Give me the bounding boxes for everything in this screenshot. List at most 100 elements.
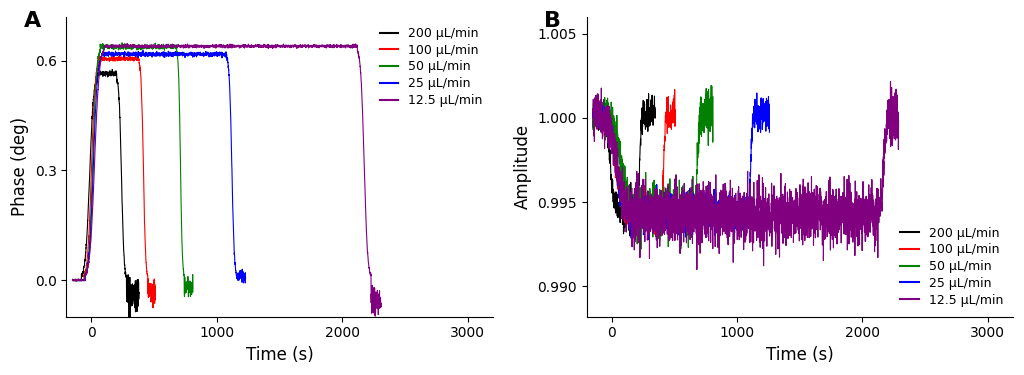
12.5 μL/min (67, 278, 79, 282)
Y-axis label: Amplitude: Amplitude (514, 124, 531, 209)
50 μL/min (587, 127, 599, 132)
12.5 μL/min (163, 43, 175, 47)
25 μL/min (187, 51, 200, 56)
25 μL/min (236, 268, 248, 273)
100 μL/min (597, 104, 609, 108)
50 μL/min (637, 217, 649, 222)
25 μL/min (630, 202, 642, 206)
100 μL/min (670, 122, 682, 126)
Line: 25 μL/min: 25 μL/min (593, 93, 769, 240)
50 μL/min (675, 247, 687, 251)
100 μL/min (669, 87, 681, 92)
12.5 μL/min (817, 237, 829, 242)
12.5 μL/min (105, 44, 118, 48)
100 μL/min (607, 138, 620, 143)
100 μL/min (587, 114, 599, 118)
25 μL/min (238, 281, 250, 285)
50 μL/min (182, 294, 195, 299)
100 μL/min (87, 122, 99, 127)
25 μL/min (218, 52, 230, 57)
25 μL/min (751, 91, 763, 95)
200 μL/min (624, 234, 636, 238)
25 μL/min (686, 212, 698, 217)
12.5 μL/min (375, 304, 387, 309)
Line: 200 μL/min: 200 μL/min (593, 94, 655, 236)
200 μL/min (616, 222, 629, 226)
50 μL/min (657, 202, 670, 206)
100 μL/min (636, 217, 648, 221)
25 μL/min (763, 130, 775, 135)
200 μL/min (130, 300, 142, 305)
12.5 μL/min (868, 249, 881, 254)
25 μL/min (643, 237, 655, 242)
200 μL/min (624, 224, 636, 228)
50 μL/min (116, 40, 128, 45)
Line: 100 μL/min: 100 μL/min (73, 56, 156, 308)
100 μL/min (146, 306, 159, 310)
X-axis label: Time (s): Time (s) (246, 346, 313, 364)
100 μL/min (99, 56, 112, 61)
200 μL/min (648, 114, 660, 118)
200 μL/min (67, 277, 79, 282)
Legend: 200 μL/min, 100 μL/min, 50 μL/min, 25 μL/min, 12.5 μL/min: 200 μL/min, 100 μL/min, 50 μL/min, 25 μL… (376, 23, 486, 111)
200 μL/min (587, 112, 599, 117)
50 μL/min (67, 278, 79, 282)
50 μL/min (117, 44, 129, 48)
12.5 μL/min (881, 122, 893, 126)
100 μL/min (77, 278, 89, 283)
25 μL/min (728, 218, 740, 223)
100 μL/min (605, 121, 617, 126)
12.5 μL/min (369, 314, 381, 318)
200 μL/min (621, 213, 633, 217)
12.5 μL/min (691, 267, 703, 272)
12.5 μL/min (891, 113, 903, 117)
100 μL/min (67, 278, 79, 282)
200 μL/min (133, 291, 145, 296)
Text: A: A (24, 11, 41, 31)
12.5 μL/min (885, 79, 897, 84)
50 μL/min (137, 45, 150, 49)
50 μL/min (186, 290, 199, 294)
50 μL/min (183, 282, 196, 286)
200 μL/min (649, 107, 662, 112)
Line: 12.5 μL/min: 12.5 μL/min (73, 44, 381, 316)
12.5 μL/min (870, 206, 883, 211)
100 μL/min (620, 206, 632, 211)
200 μL/min (106, 67, 119, 72)
Y-axis label: Phase (deg): Phase (deg) (11, 117, 29, 216)
25 μL/min (677, 216, 689, 220)
Line: 12.5 μL/min: 12.5 μL/min (593, 81, 899, 270)
100 μL/min (150, 296, 162, 300)
25 μL/min (587, 115, 599, 120)
12.5 μL/min (208, 45, 220, 49)
12.5 μL/min (121, 41, 133, 46)
25 μL/min (137, 48, 150, 52)
12.5 μL/min (893, 118, 905, 122)
25 μL/min (217, 51, 229, 56)
50 μL/min (73, 278, 85, 282)
Line: 50 μL/min: 50 μL/min (73, 43, 193, 297)
200 μL/min (642, 92, 654, 96)
50 μL/min (593, 117, 605, 122)
200 μL/min (95, 72, 108, 76)
100 μL/min (113, 54, 125, 58)
12.5 μL/min (274, 44, 287, 48)
50 μL/min (181, 284, 194, 288)
Legend: 200 μL/min, 100 μL/min, 50 μL/min, 25 μL/min, 12.5 μL/min: 200 μL/min, 100 μL/min, 50 μL/min, 25 μL… (896, 223, 1007, 310)
100 μL/min (116, 56, 128, 60)
50 μL/min (609, 128, 622, 132)
25 μL/min (630, 216, 642, 220)
Line: 25 μL/min: 25 μL/min (73, 50, 246, 283)
Text: B: B (544, 11, 561, 31)
100 μL/min (589, 121, 601, 125)
200 μL/min (616, 205, 629, 209)
25 μL/min (111, 52, 123, 57)
50 μL/min (89, 96, 101, 100)
50 μL/min (702, 104, 715, 109)
25 μL/min (663, 228, 675, 232)
25 μL/min (240, 275, 252, 280)
200 μL/min (109, 71, 121, 76)
200 μL/min (638, 99, 650, 104)
12.5 μL/min (837, 198, 849, 202)
X-axis label: Time (s): Time (s) (766, 346, 834, 364)
